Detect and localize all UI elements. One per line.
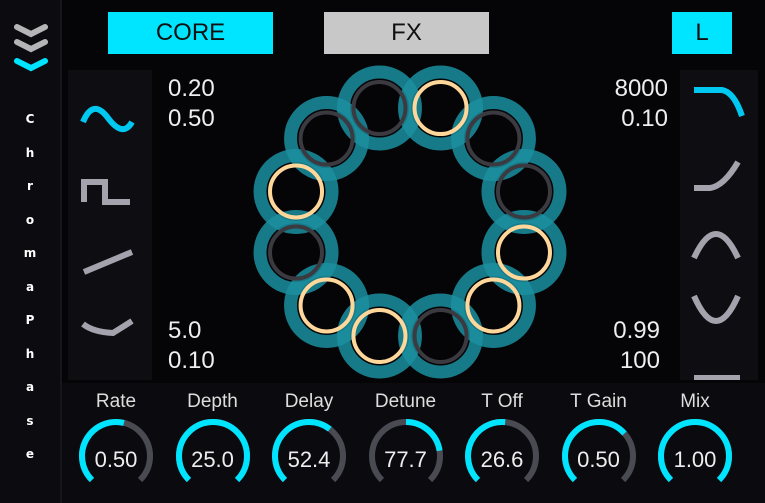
knob-fill	[79, 419, 125, 483]
phase-voice	[351, 80, 408, 137]
lfo-shape-panel	[68, 70, 152, 380]
curve-wave-icon[interactable]	[81, 318, 134, 337]
notch-icon[interactable]	[691, 294, 741, 324]
phase-voice	[465, 110, 522, 167]
knob-label: Delay	[284, 391, 334, 412]
readout-bottom-right: 0.99 100	[613, 317, 660, 374]
knob-label: Mix	[680, 391, 710, 412]
readout-bottom-left: 5.0 0.10	[168, 317, 215, 374]
title-letter: s	[26, 413, 34, 428]
knob-label: Detune	[374, 391, 437, 412]
knob-value: 52.4	[287, 447, 331, 472]
phase-visualizer	[253, 65, 567, 379]
knob-value: 0.50	[577, 447, 620, 472]
knob-rate[interactable]: Rate 0.50	[66, 383, 166, 503]
phase-voice	[268, 163, 325, 220]
bandpass-icon[interactable]	[691, 231, 741, 260]
knob-fill	[658, 419, 732, 483]
channel-button[interactable]: L	[672, 12, 732, 54]
knob-detune[interactable]: Detune 77.7	[356, 383, 456, 503]
square-wave-icon[interactable]	[81, 179, 130, 205]
highpass-icon[interactable]	[694, 160, 741, 191]
knob-label: Rate	[95, 391, 137, 412]
filter-shape-panel	[680, 70, 758, 381]
phase-voice	[298, 110, 355, 167]
knob-depth[interactable]: Depth 25.0	[163, 383, 263, 503]
knob-mix[interactable]: Mix 1.00	[645, 383, 745, 503]
phase-voice	[412, 80, 469, 137]
knob-fill	[405, 419, 443, 452]
title-letter: a	[25, 279, 35, 294]
phase-voice	[268, 224, 325, 281]
readout-top-left: 0.20 0.50	[168, 75, 215, 132]
knob-value: 1.00	[673, 447, 717, 472]
knob-value: 0.50	[94, 447, 138, 472]
knob-fill	[465, 419, 506, 483]
phase-voice	[412, 307, 469, 364]
title-letter: h	[25, 346, 35, 361]
title-letter: o	[25, 212, 35, 227]
phase-voice	[495, 224, 552, 281]
knob-label: T Gain	[570, 391, 627, 412]
title-letter: e	[25, 447, 35, 461]
knob-value: 77.7	[384, 447, 427, 472]
title-letter: r	[27, 179, 33, 193]
triple-chevron-down-icon[interactable]	[14, 22, 48, 74]
phase-voice	[351, 307, 408, 364]
title-letter: a	[25, 380, 35, 394]
phase-voice	[495, 163, 552, 220]
title-letter: h	[25, 145, 35, 160]
knob-row: Rate 0.50 Depth 25.0 Delay 52.4 Detune 77.7…	[62, 383, 765, 503]
readout-top-right: 8000 0.10	[614, 75, 668, 132]
phase-voice	[298, 277, 355, 334]
knob-t-off[interactable]: T Off 26.6	[452, 383, 552, 503]
title-letter: C	[25, 112, 35, 126]
sine-wave-icon[interactable]	[80, 106, 135, 132]
title-letter: P	[25, 313, 35, 327]
knob-t-gain[interactable]: T Gain 0.50	[549, 383, 649, 503]
saw-wave-icon[interactable]	[82, 249, 134, 275]
knob-fill	[561, 419, 627, 483]
knob-delay[interactable]: Delay 52.4	[259, 383, 359, 503]
tab-fx[interactable]: FX	[324, 12, 489, 54]
knob-label: Depth	[187, 391, 238, 412]
knob-value: 25.0	[191, 447, 234, 472]
knob-value: 26.6	[480, 447, 524, 472]
knob-fill	[175, 419, 250, 483]
knob-fill	[272, 419, 332, 483]
lowpass-icon[interactable]	[694, 87, 745, 117]
knob-label: T Off	[481, 391, 523, 412]
phase-voice	[465, 277, 522, 334]
title-letter: m	[23, 246, 37, 260]
tab-core[interactable]: CORE	[108, 12, 273, 54]
